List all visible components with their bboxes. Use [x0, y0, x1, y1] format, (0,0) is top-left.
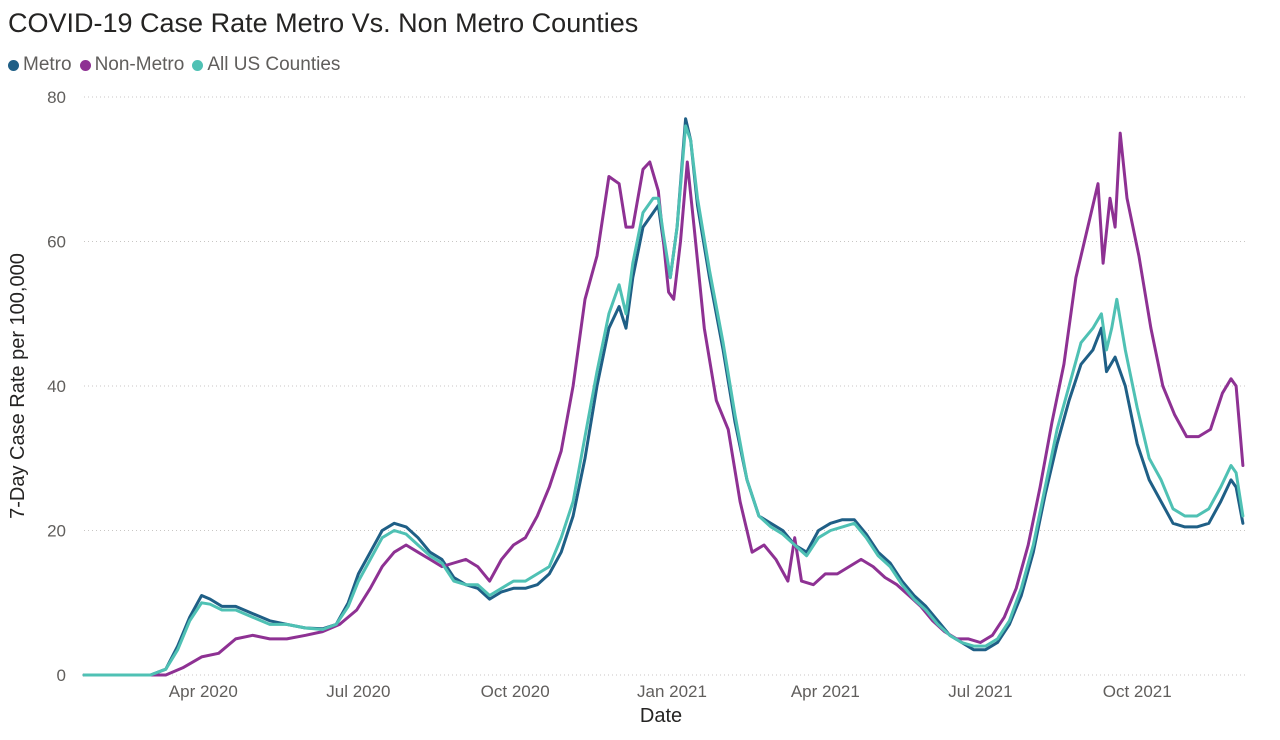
- x-tick-label: Oct 2020: [481, 682, 550, 701]
- x-tick-label: Apr 2021: [791, 682, 860, 701]
- x-axis-title: Date: [640, 705, 682, 727]
- legend-dot-metro: [8, 59, 19, 71]
- x-tick-label: Apr 2020: [169, 682, 238, 701]
- legend-label-metro: Metro: [23, 54, 72, 75]
- legend-label-all-us: All US Counties: [207, 54, 341, 75]
- legend-item-non-metro[interactable]: Non-Metro: [79, 54, 185, 76]
- chart-title: COVID-19 Case Rate Metro Vs. Non Metro C…: [8, 8, 639, 38]
- y-tick-label: 0: [57, 666, 66, 685]
- y-tick-label: 80: [47, 88, 66, 107]
- y-tick-label: 20: [47, 522, 66, 541]
- series-lines: [82, 117, 1245, 677]
- y-tick-label: 40: [47, 377, 66, 396]
- x-tick-label: Jan 2021: [637, 682, 707, 701]
- x-axis-ticks: Apr 2020 Jul 2020 Oct 2020 Jan 2021 Apr 2021…: [169, 682, 1172, 701]
- legend-item-metro[interactable]: Metro: [8, 54, 72, 76]
- legend-label-non-metro: Non-Metro: [94, 54, 185, 75]
- series-line-all-us-counties[interactable]: [82, 124, 1245, 677]
- x-tick-label: Jul 2021: [948, 682, 1012, 701]
- legend-dot-non-metro: [79, 59, 91, 71]
- y-tick-label: 60: [47, 233, 66, 252]
- legend-item-all-us[interactable]: All US Counties: [192, 54, 340, 76]
- legend: Metro Non-Metro All US Counties: [8, 54, 348, 76]
- legend-dot-all-us: [192, 59, 204, 71]
- x-tick-label: Oct 2021: [1103, 682, 1172, 701]
- series-line-non-metro[interactable]: [82, 131, 1245, 677]
- x-tick-label: Jul 2020: [326, 682, 390, 701]
- series-line-metro[interactable]: [82, 117, 1245, 677]
- y-axis-ticks: 0 20 40 60 80: [47, 88, 66, 685]
- y-axis-title: 7-Day Case Rate per 100,000: [7, 253, 29, 519]
